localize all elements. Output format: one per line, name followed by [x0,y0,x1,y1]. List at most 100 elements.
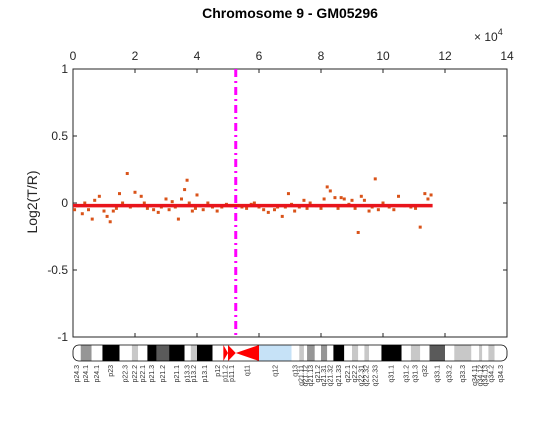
ideogram-band [321,345,328,361]
y-tick-label: 0 [61,196,68,210]
ideogram-band [364,345,370,361]
plot-area [72,68,508,338]
ideogram-band [197,345,213,361]
data-point [429,193,433,197]
data-point [302,198,306,202]
ideogram-band [429,345,445,361]
data-point [308,201,312,205]
y-tick-label: -1 [57,330,68,344]
ideogram-band [471,345,480,361]
ideogram-band [381,345,402,361]
ideogram-band-label: q22.33 [372,365,379,387]
ideogram-band-label: p13.3 [185,365,192,383]
ideogram-band [259,345,292,361]
ideogram-band [190,345,197,361]
data-point [286,192,290,196]
data-point [121,201,125,205]
data-point [167,208,171,212]
data-point [356,230,360,234]
data-point [125,172,129,176]
ideogram-band-label: q21.12 [303,365,310,387]
data-point [185,178,189,182]
ideogram-band [307,345,315,361]
data-point [183,188,187,192]
data-point [423,192,427,196]
ideogram-band-label: q31.1 [389,365,396,383]
data-point [397,194,400,198]
ideogram-band [344,345,352,361]
ideogram-band [102,345,120,361]
data-point [97,194,101,198]
data-point [114,206,118,210]
data-point [273,208,276,212]
ideogram-band-label: q32 [422,365,429,377]
ideogram-band [445,345,455,361]
ideogram-band [119,345,132,361]
ideogram-band-label: p23 [108,365,115,377]
ideogram-band [488,345,495,361]
data-point [262,208,266,212]
data-point [350,198,354,202]
ideogram-band [494,345,507,361]
ideogram-band-label: q22.2 [352,365,359,383]
chart-title: Chromosome 9 - GM05296 [202,5,378,21]
x-tick-label: 6 [256,49,263,63]
data-point [152,208,156,212]
y-axis-label: Log2(T/R) [24,170,40,233]
y-tick-label: -0.5 [47,263,68,277]
data-point [333,196,337,200]
ideogram-band [420,345,430,361]
ideogram-band-label: p22.1 [140,365,147,383]
ideogram-band-label: q31.3 [413,365,420,383]
data-point [108,220,112,224]
ideogram-band [91,345,103,361]
data-point [353,206,357,210]
data-point [93,198,97,202]
ideogram-band [454,345,472,361]
ideogram-band-label: q22.32 [364,365,371,387]
ideogram-band-label: p13.2 [191,365,198,383]
data-point [118,192,121,196]
data-point [367,209,371,213]
ideogram-band [156,345,170,361]
ideogram-band [184,345,191,361]
ideogram-band-label: q22.1 [345,365,352,383]
data-point [373,177,377,181]
ideogram-band [138,345,148,361]
data-point [266,210,270,214]
data-point [156,210,160,214]
data-point [359,194,363,198]
data-point [180,197,183,201]
data-point [164,197,168,201]
y-tick-label: 1 [61,62,68,76]
ideogram-band [212,345,224,361]
ideogram-band-label: p13.1 [202,365,209,383]
ideogram-band [147,345,157,361]
x-tick-label: 14 [500,49,514,63]
data-point [215,209,219,213]
x-tick-label: 0 [70,49,77,63]
data-point [90,217,94,221]
data-point [206,201,210,205]
data-point [381,201,385,205]
ideogram-band-label: q33.2 [447,365,454,383]
ideogram-band-label: p11.2 [223,365,230,382]
ideogram-band [80,345,92,361]
ideogram-band-label: p12 [215,365,222,377]
ideogram-band [482,345,489,361]
ideogram-band-label: q34.13 [482,365,489,387]
ideogram-band-label: q21.2 [315,365,322,383]
ideogram-band-label: q34.12 [478,365,485,387]
ideogram-band-label: q34.3 [498,365,505,383]
y-tick-label: 0.5 [51,129,68,143]
data-point [139,194,143,198]
x-tick-label: 8 [318,49,325,63]
data-point [145,206,149,210]
ideogram-band [358,345,365,361]
chromosome-ideogram: p24.3 p24.1 p24.1 p23 p22.3 p22.2 p22.1 p21.3 p2… [72,344,508,387]
ideogram-band-label: q21.11 [299,365,306,386]
data-point [414,206,418,210]
ideogram-band-label: q21.33 [336,365,343,387]
data-point [201,208,205,212]
ideogram-band [401,345,411,361]
